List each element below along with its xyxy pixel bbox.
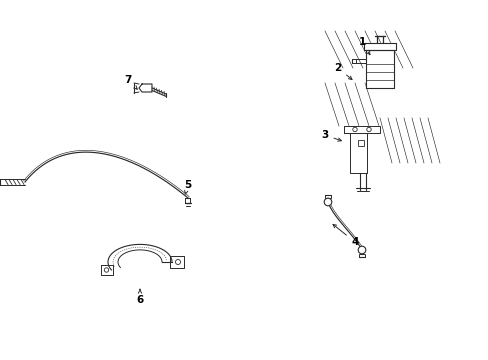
Circle shape [352, 127, 356, 132]
Polygon shape [139, 84, 152, 92]
Text: 1: 1 [358, 37, 369, 55]
Polygon shape [363, 43, 395, 50]
Text: 3: 3 [321, 130, 341, 141]
Polygon shape [343, 126, 379, 133]
Circle shape [104, 268, 108, 272]
Polygon shape [365, 50, 393, 88]
Polygon shape [349, 133, 366, 173]
Text: 7: 7 [124, 75, 137, 89]
Text: 6: 6 [136, 289, 143, 305]
Polygon shape [102, 265, 113, 275]
Text: 4: 4 [332, 224, 358, 247]
Circle shape [358, 246, 365, 254]
Circle shape [366, 127, 370, 132]
Circle shape [175, 260, 180, 265]
Bar [357, 140, 363, 146]
Text: 2: 2 [334, 63, 351, 80]
Text: 5: 5 [184, 180, 191, 194]
Circle shape [324, 198, 331, 206]
Polygon shape [170, 256, 183, 268]
